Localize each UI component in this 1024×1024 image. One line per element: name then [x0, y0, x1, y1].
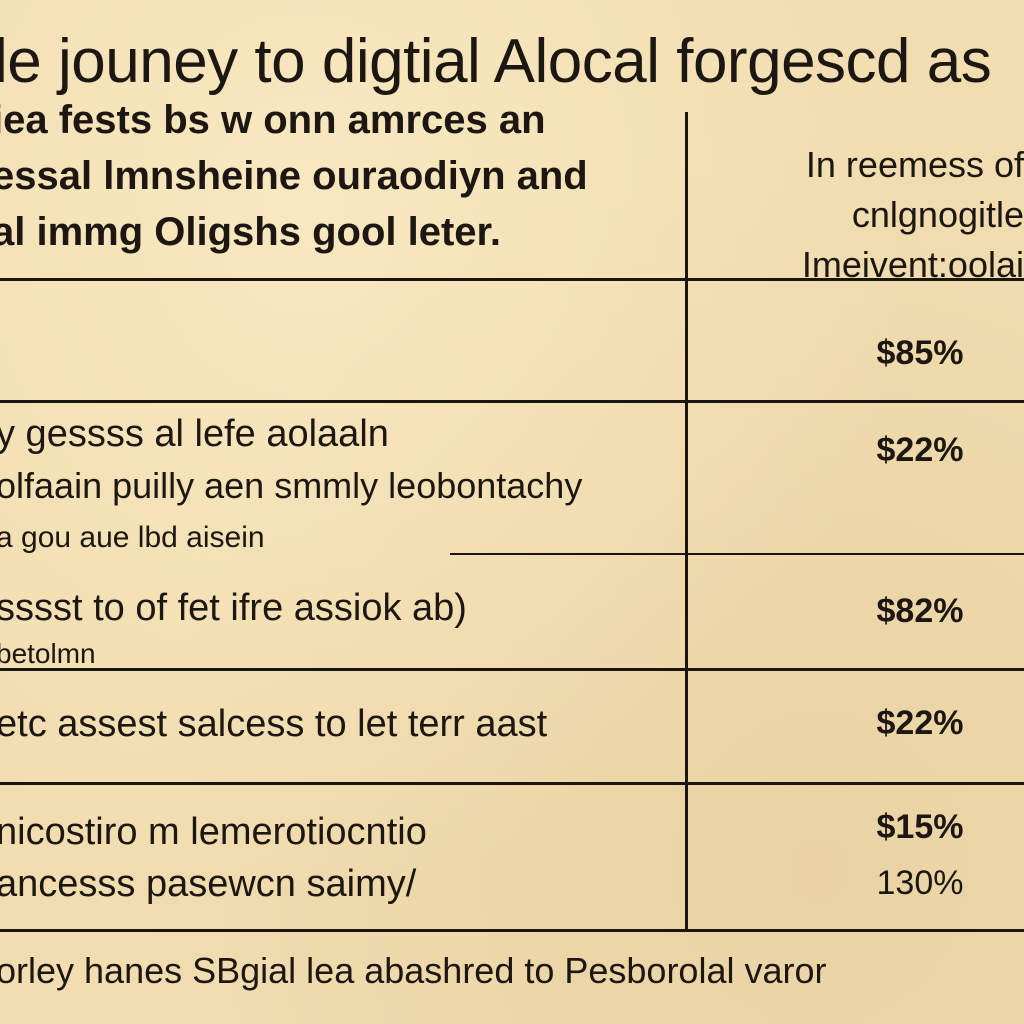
- row-divider: [0, 400, 1024, 403]
- page-title: le jouney to digtial Alocal forgescd as: [0, 27, 992, 96]
- row-value: $22%: [876, 431, 964, 469]
- row-label-line: nicostiro m lemerotiocntio: [0, 811, 427, 853]
- row-label-line: ancesss pasewcn saimy/: [0, 863, 417, 905]
- row-value: $82%: [876, 592, 964, 630]
- subtitle-line: al immg Oligshs gool leter.: [0, 210, 502, 254]
- row-label-line: olfaain puilly aen smmly leobontachy: [0, 465, 583, 506]
- row-value: $15% 130%: [700, 802, 1020, 908]
- row-divider: [0, 782, 1024, 785]
- row-label-line: etc assest salcess to let terr aast: [0, 703, 548, 745]
- column-header-line: cnlgnogitle: [851, 194, 1024, 235]
- row-value-sub: 130%: [876, 864, 964, 902]
- column-header-line: Imeivent:oolai: [801, 244, 1024, 285]
- header-rule: [0, 278, 1024, 281]
- table-bottom-rule: [0, 929, 1024, 932]
- row-label: etc assest salcess to let terr aast: [0, 698, 686, 750]
- row-label-line: sssst to of fet ifre assiok ab): [0, 587, 467, 629]
- row-value: $85%: [876, 334, 964, 372]
- row-label-line: betolmn: [0, 638, 96, 669]
- subtitle-line: essal lmnsheine ouraodiyn and: [0, 154, 588, 198]
- row-value: $22%: [876, 704, 964, 742]
- footer-note: orley hanes SBgial lea abashred to Pesbo…: [0, 950, 827, 991]
- row-label: sssst to of fet ifre assiok ab) betolmn: [0, 582, 686, 674]
- column-header: In reemess of cnlgnogitle Imeivent:oolai: [700, 140, 1024, 290]
- column-divider: [685, 112, 688, 930]
- row-label-line: a gou aue lbd aisein: [0, 521, 265, 554]
- row-divider: [0, 668, 1024, 671]
- subtitle: iea fests bs w onn amrces an essal lmnsh…: [0, 92, 682, 260]
- subtitle-line: iea fests bs w onn amrces an: [0, 98, 546, 142]
- column-header-line: In reemess of: [805, 144, 1024, 185]
- row-label: y gessss al lefe aolaaln olfaain puilly …: [0, 408, 686, 564]
- row-divider: [450, 553, 1024, 555]
- row-label-line: y gessss al lefe aolaaln: [0, 413, 389, 455]
- row-value-main: $15%: [876, 808, 964, 846]
- row-label: nicostiro m lemerotiocntio ancesss pasew…: [0, 806, 686, 910]
